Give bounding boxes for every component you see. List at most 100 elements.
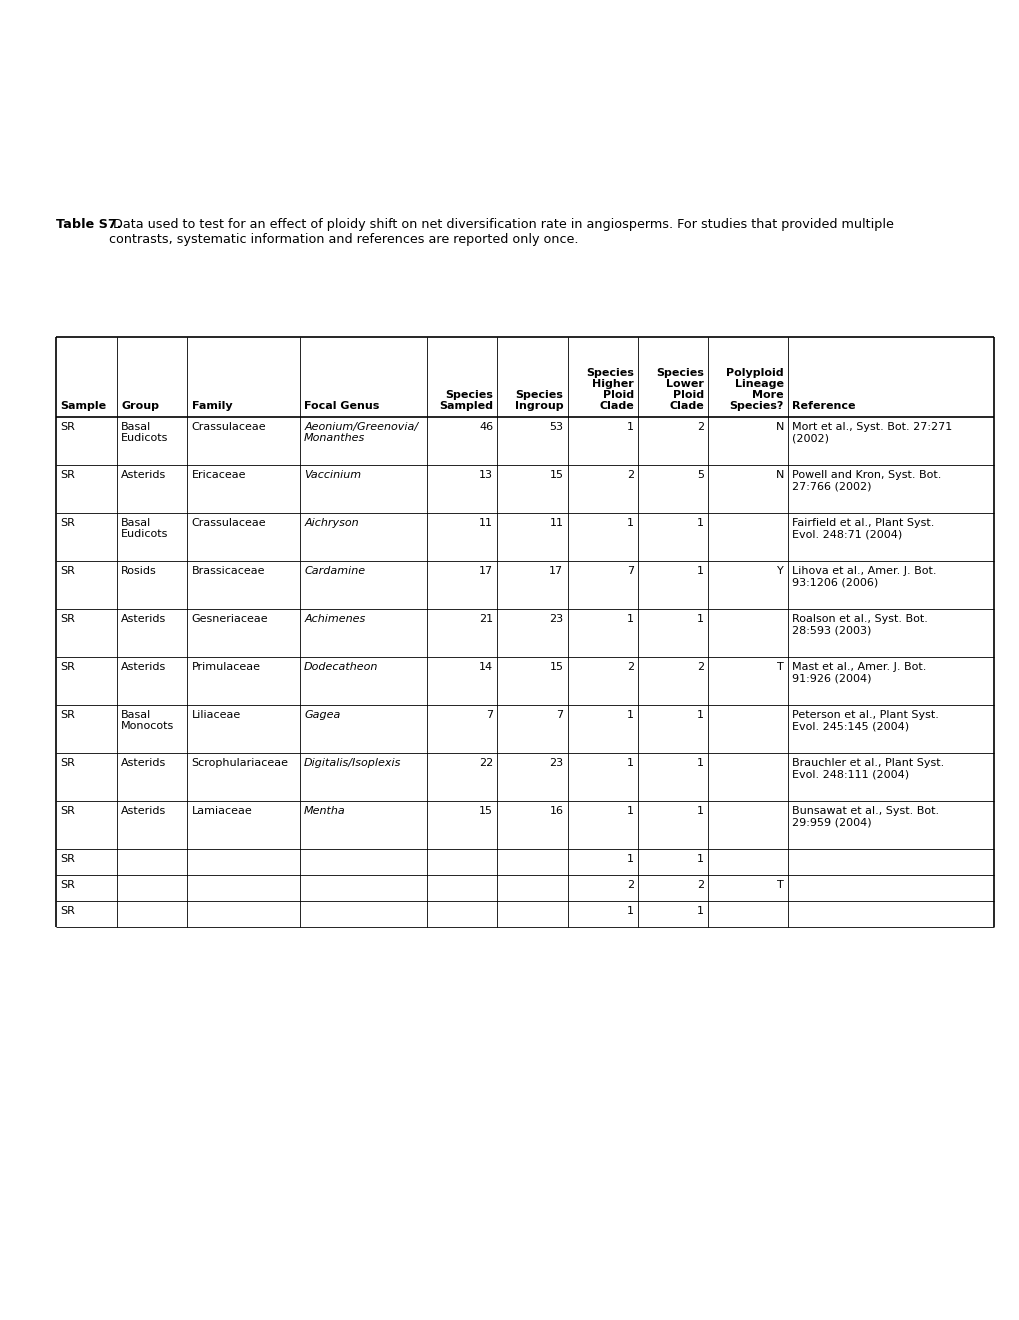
Text: 1: 1 bbox=[627, 854, 633, 863]
Text: 21: 21 bbox=[479, 614, 492, 624]
Text: Digitalis/Isoplexis: Digitalis/Isoplexis bbox=[304, 758, 401, 768]
Text: 1: 1 bbox=[627, 807, 633, 816]
Text: 1: 1 bbox=[697, 758, 703, 768]
Text: 17: 17 bbox=[549, 566, 562, 576]
Text: Rosids: Rosids bbox=[121, 566, 157, 576]
Text: Aichryson: Aichryson bbox=[304, 517, 359, 528]
Text: Vaccinium: Vaccinium bbox=[304, 470, 361, 480]
Text: 5: 5 bbox=[697, 470, 703, 480]
Text: 53: 53 bbox=[549, 422, 562, 432]
Text: Asterids: Asterids bbox=[121, 470, 166, 480]
Text: Gagea: Gagea bbox=[304, 710, 340, 719]
Text: 1: 1 bbox=[627, 422, 633, 432]
Text: Basal
Eudicots: Basal Eudicots bbox=[121, 422, 168, 444]
Text: Asterids: Asterids bbox=[121, 614, 166, 624]
Text: 13: 13 bbox=[479, 470, 492, 480]
Text: 1: 1 bbox=[627, 906, 633, 916]
Text: 2: 2 bbox=[626, 880, 633, 890]
Text: 2: 2 bbox=[626, 661, 633, 672]
Text: Peterson et al., Plant Syst.
Evol. 245:145 (2004): Peterson et al., Plant Syst. Evol. 245:1… bbox=[792, 710, 938, 731]
Text: 22: 22 bbox=[478, 758, 492, 768]
Text: Species
Sampled: Species Sampled bbox=[438, 391, 492, 412]
Text: 16: 16 bbox=[549, 807, 562, 816]
Text: Dodecatheon: Dodecatheon bbox=[304, 661, 378, 672]
Text: 1: 1 bbox=[697, 807, 703, 816]
Text: Asterids: Asterids bbox=[121, 807, 166, 816]
Text: 2: 2 bbox=[696, 422, 703, 432]
Text: 1: 1 bbox=[627, 614, 633, 624]
Text: 1: 1 bbox=[627, 758, 633, 768]
Text: Scrophulariaceae: Scrophulariaceae bbox=[192, 758, 288, 768]
Text: 1: 1 bbox=[697, 517, 703, 528]
Text: 2: 2 bbox=[626, 470, 633, 480]
Text: Data used to test for an effect of ploidy shift on net diversification rate in a: Data used to test for an effect of ploid… bbox=[109, 218, 894, 246]
Text: Liliaceae: Liliaceae bbox=[192, 710, 240, 719]
Text: Crassulaceae: Crassulaceae bbox=[192, 517, 266, 528]
Text: Cardamine: Cardamine bbox=[304, 566, 365, 576]
Text: Powell and Kron, Syst. Bot.
27:766 (2002): Powell and Kron, Syst. Bot. 27:766 (2002… bbox=[792, 470, 941, 491]
Text: Species
Lower
Ploid
Clade: Species Lower Ploid Clade bbox=[655, 368, 703, 412]
Text: Crassulaceae: Crassulaceae bbox=[192, 422, 266, 432]
Text: 17: 17 bbox=[479, 566, 492, 576]
Text: Aeonium/Greenovia/
Monanthes: Aeonium/Greenovia/ Monanthes bbox=[304, 422, 418, 444]
Text: Group: Group bbox=[121, 401, 159, 412]
Text: SR: SR bbox=[60, 880, 75, 890]
Text: SR: SR bbox=[60, 807, 75, 816]
Text: SR: SR bbox=[60, 422, 75, 432]
Text: SR: SR bbox=[60, 470, 75, 480]
Text: 1: 1 bbox=[697, 854, 703, 863]
Text: 7: 7 bbox=[485, 710, 492, 719]
Text: Brassicaceae: Brassicaceae bbox=[192, 566, 265, 576]
Text: Primulaceae: Primulaceae bbox=[192, 661, 260, 672]
Text: 11: 11 bbox=[549, 517, 562, 528]
Text: N: N bbox=[774, 470, 784, 480]
Text: Species
Higher
Ploid
Clade: Species Higher Ploid Clade bbox=[585, 368, 633, 412]
Text: Brauchler et al., Plant Syst.
Evol. 248:111 (2004): Brauchler et al., Plant Syst. Evol. 248:… bbox=[792, 758, 944, 780]
Text: Mort et al., Syst. Bot. 27:271
(2002): Mort et al., Syst. Bot. 27:271 (2002) bbox=[792, 422, 952, 444]
Text: Lamiaceae: Lamiaceae bbox=[192, 807, 252, 816]
Text: 7: 7 bbox=[626, 566, 633, 576]
Text: 23: 23 bbox=[549, 614, 562, 624]
Text: Fairfield et al., Plant Syst.
Evol. 248:71 (2004): Fairfield et al., Plant Syst. Evol. 248:… bbox=[792, 517, 933, 540]
Text: Gesneriaceae: Gesneriaceae bbox=[192, 614, 268, 624]
Text: 15: 15 bbox=[549, 470, 562, 480]
Text: 1: 1 bbox=[627, 517, 633, 528]
Text: Family: Family bbox=[192, 401, 232, 412]
Text: 2: 2 bbox=[696, 880, 703, 890]
Text: Reference: Reference bbox=[792, 401, 855, 412]
Text: 1: 1 bbox=[627, 710, 633, 719]
Text: Mast et al., Amer. J. Bot.
91:926 (2004): Mast et al., Amer. J. Bot. 91:926 (2004) bbox=[792, 661, 925, 684]
Text: 23: 23 bbox=[549, 758, 562, 768]
Text: Table S7.: Table S7. bbox=[56, 218, 121, 231]
Text: Asterids: Asterids bbox=[121, 758, 166, 768]
Text: T: T bbox=[776, 880, 784, 890]
Text: Bunsawat et al., Syst. Bot.
29:959 (2004): Bunsawat et al., Syst. Bot. 29:959 (2004… bbox=[792, 807, 938, 828]
Text: Species
Ingroup: Species Ingroup bbox=[515, 391, 562, 412]
Text: 1: 1 bbox=[697, 906, 703, 916]
Text: Mentha: Mentha bbox=[304, 807, 345, 816]
Text: SR: SR bbox=[60, 566, 75, 576]
Text: Basal
Monocots: Basal Monocots bbox=[121, 710, 174, 731]
Text: N: N bbox=[774, 422, 784, 432]
Text: SR: SR bbox=[60, 517, 75, 528]
Text: Polyploid
Lineage
More
Species?: Polyploid Lineage More Species? bbox=[726, 368, 784, 412]
Text: T: T bbox=[776, 661, 784, 672]
Text: Ericaceae: Ericaceae bbox=[192, 470, 246, 480]
Text: Lihova et al., Amer. J. Bot.
93:1206 (2006): Lihova et al., Amer. J. Bot. 93:1206 (20… bbox=[792, 566, 935, 587]
Text: 7: 7 bbox=[555, 710, 562, 719]
Text: 15: 15 bbox=[479, 807, 492, 816]
Text: 1: 1 bbox=[697, 566, 703, 576]
Text: 14: 14 bbox=[479, 661, 492, 672]
Text: Achimenes: Achimenes bbox=[304, 614, 365, 624]
Text: 15: 15 bbox=[549, 661, 562, 672]
Text: SR: SR bbox=[60, 758, 75, 768]
Text: SR: SR bbox=[60, 661, 75, 672]
Text: 1: 1 bbox=[697, 710, 703, 719]
Text: Basal
Eudicots: Basal Eudicots bbox=[121, 517, 168, 540]
Text: 1: 1 bbox=[697, 614, 703, 624]
Text: 46: 46 bbox=[479, 422, 492, 432]
Text: 11: 11 bbox=[479, 517, 492, 528]
Text: 2: 2 bbox=[696, 661, 703, 672]
Text: Sample: Sample bbox=[60, 401, 106, 412]
Text: SR: SR bbox=[60, 710, 75, 719]
